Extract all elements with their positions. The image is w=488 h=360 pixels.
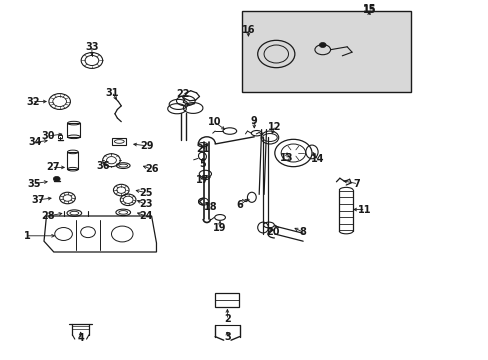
Bar [58, 135, 62, 138]
Text: 2: 2 [224, 314, 230, 324]
Text: 27: 27 [46, 162, 60, 172]
Text: 15: 15 [362, 4, 375, 14]
Text: 36: 36 [96, 161, 109, 171]
Text: 35: 35 [27, 179, 41, 189]
Text: 5: 5 [199, 159, 206, 169]
Text: 31: 31 [105, 88, 119, 98]
Bar [215, 293, 238, 307]
Text: 19: 19 [213, 222, 226, 233]
Text: 20: 20 [265, 227, 279, 237]
Text: 30: 30 [41, 131, 55, 141]
Text: 12: 12 [267, 122, 281, 132]
Text: 15: 15 [362, 5, 375, 15]
Bar [67, 123, 80, 137]
Text: 22: 22 [176, 89, 190, 99]
Text: 32: 32 [26, 96, 40, 107]
Text: 26: 26 [144, 164, 158, 174]
Text: 9: 9 [250, 116, 257, 126]
Bar [112, 138, 126, 145]
Circle shape [53, 176, 60, 181]
Text: 29: 29 [140, 141, 153, 151]
Text: 4: 4 [77, 333, 84, 343]
Text: 7: 7 [353, 179, 360, 189]
Circle shape [319, 42, 325, 48]
Bar [242, 11, 410, 92]
Text: 25: 25 [139, 188, 152, 198]
Text: 16: 16 [241, 24, 255, 35]
Text: 17: 17 [196, 175, 209, 185]
Text: 33: 33 [85, 42, 99, 52]
Text: 11: 11 [357, 204, 370, 215]
Text: 8: 8 [299, 227, 306, 237]
Text: 28: 28 [41, 211, 55, 221]
Text: 6: 6 [236, 200, 243, 210]
Text: 24: 24 [139, 211, 152, 221]
Text: 14: 14 [310, 154, 324, 165]
Bar [67, 152, 78, 169]
Text: 23: 23 [139, 199, 152, 210]
Text: 3: 3 [224, 332, 230, 342]
Text: 10: 10 [208, 117, 222, 127]
Text: 1: 1 [23, 231, 30, 241]
Text: 34: 34 [28, 137, 42, 147]
Text: 21: 21 [196, 144, 209, 154]
Text: 37: 37 [31, 195, 45, 205]
Text: 13: 13 [280, 153, 293, 163]
Text: 18: 18 [203, 202, 217, 212]
